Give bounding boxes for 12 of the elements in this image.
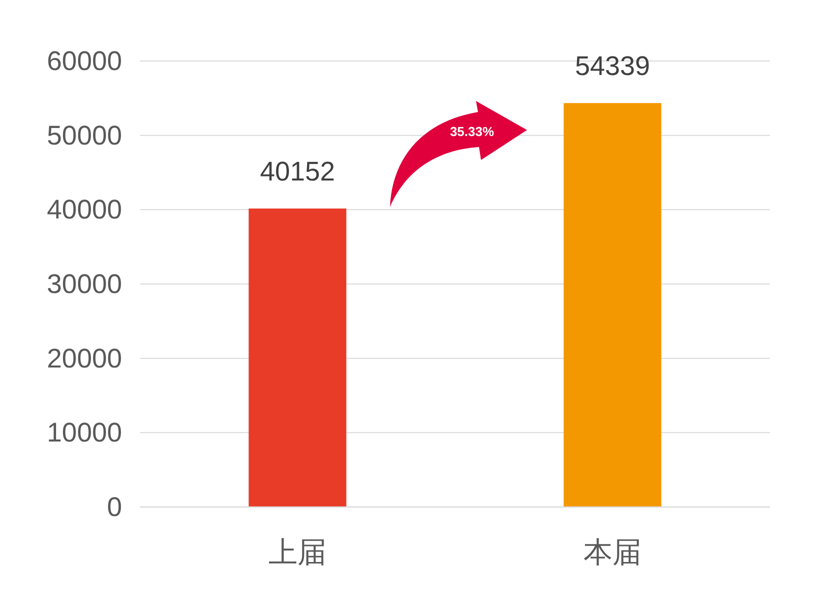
x-tick-label: 上届 — [268, 537, 326, 569]
data-label: 54339 — [574, 51, 650, 82]
annotation: 35.33% — [450, 124, 494, 139]
y-tick-label: 30000 — [46, 269, 122, 299]
data-label: 40152 — [260, 156, 336, 187]
y-tick-label: 20000 — [46, 343, 122, 374]
y-tick-label: 50000 — [46, 120, 122, 150]
y-tick-label: 0 — [106, 492, 122, 522]
y-tick-label: 10000 — [46, 418, 122, 448]
y-tick-label: 60000 — [46, 46, 122, 76]
y-tick-label: 40000 — [46, 194, 122, 225]
x-tick-label: 本届 — [584, 537, 642, 569]
